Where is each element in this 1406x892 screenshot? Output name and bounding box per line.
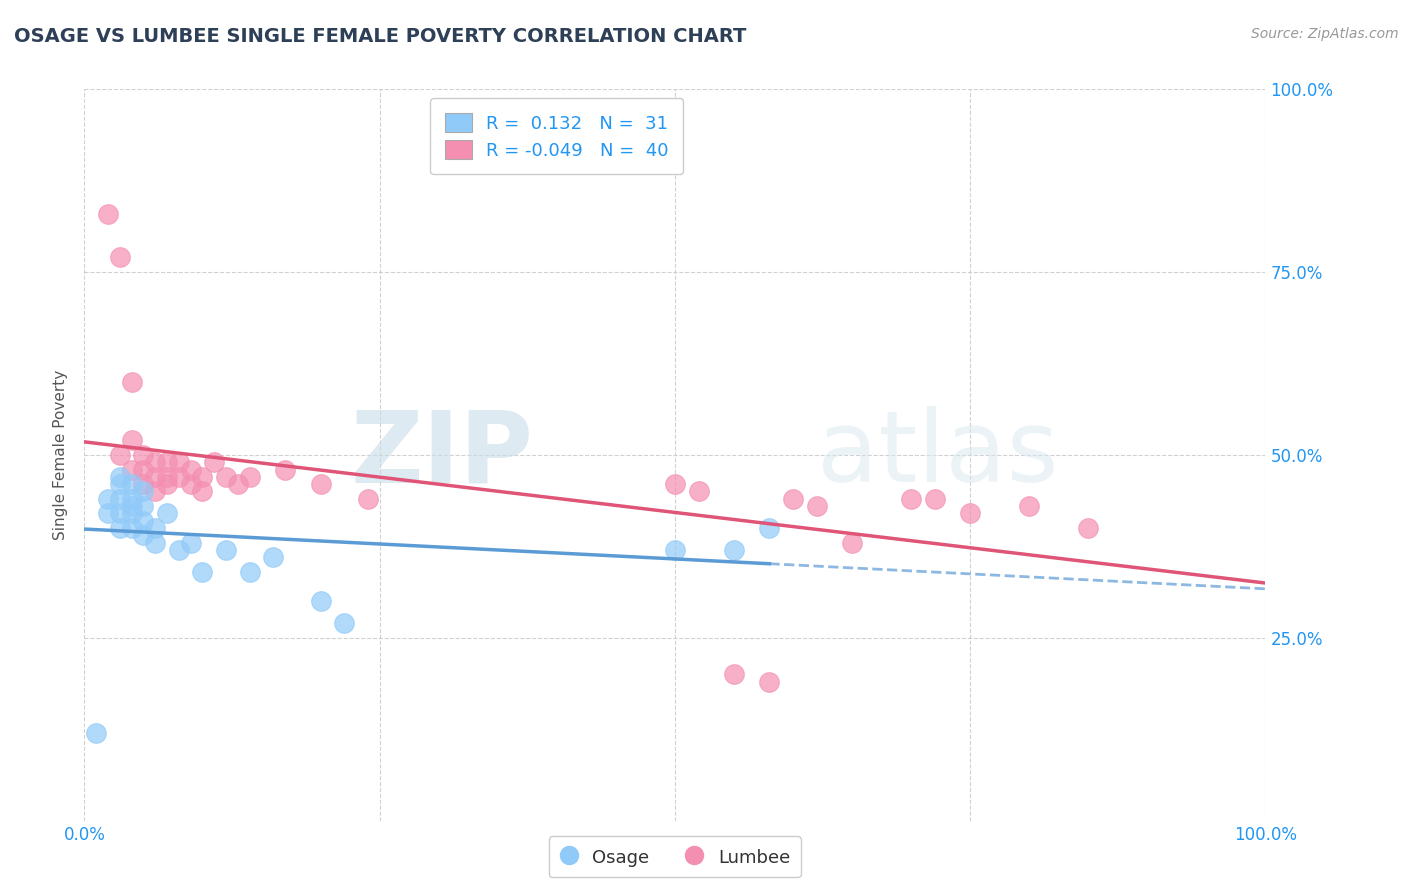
Legend: Osage, Lumbee: Osage, Lumbee	[548, 837, 801, 878]
Point	[132, 528, 155, 542]
Point	[97, 206, 120, 220]
Point	[132, 477, 155, 491]
Point	[167, 455, 190, 469]
Point	[108, 491, 131, 506]
Point	[782, 491, 804, 506]
Point	[143, 484, 166, 499]
Point	[226, 477, 249, 491]
Point	[108, 521, 131, 535]
Point	[121, 434, 143, 448]
Point	[156, 477, 179, 491]
Point	[924, 491, 946, 506]
Point	[121, 499, 143, 513]
Point	[121, 521, 143, 535]
Point	[84, 726, 107, 740]
Point	[132, 484, 155, 499]
Point	[664, 477, 686, 491]
Point	[202, 455, 225, 469]
Point	[121, 375, 143, 389]
Point	[309, 477, 332, 491]
Point	[239, 565, 262, 579]
Point	[180, 477, 202, 491]
Point	[180, 535, 202, 549]
Point	[191, 484, 214, 499]
Point	[143, 535, 166, 549]
Point	[156, 455, 179, 469]
Point	[108, 448, 131, 462]
Point	[132, 448, 155, 462]
Text: OSAGE VS LUMBEE SINGLE FEMALE POVERTY CORRELATION CHART: OSAGE VS LUMBEE SINGLE FEMALE POVERTY CO…	[14, 27, 747, 45]
Point	[215, 543, 238, 558]
Point	[758, 674, 780, 689]
Point	[806, 499, 828, 513]
Point	[841, 535, 863, 549]
Point	[959, 507, 981, 521]
Point	[156, 470, 179, 484]
Point	[143, 455, 166, 469]
Point	[262, 550, 284, 565]
Point	[239, 470, 262, 484]
Point	[132, 499, 155, 513]
Point	[688, 484, 710, 499]
Point	[121, 477, 143, 491]
Point	[156, 507, 179, 521]
Point	[758, 521, 780, 535]
Point	[121, 462, 143, 476]
Point	[167, 470, 190, 484]
Point	[664, 543, 686, 558]
Point	[132, 514, 155, 528]
Point	[1018, 499, 1040, 513]
Point	[723, 667, 745, 681]
Point	[309, 594, 332, 608]
Point	[108, 477, 131, 491]
Point	[132, 462, 155, 476]
Point	[143, 521, 166, 535]
Text: Source: ZipAtlas.com: Source: ZipAtlas.com	[1251, 27, 1399, 41]
Point	[180, 462, 202, 476]
Point	[108, 470, 131, 484]
Point	[191, 470, 214, 484]
Point	[1077, 521, 1099, 535]
Text: ZIP: ZIP	[350, 407, 533, 503]
Text: atlas: atlas	[817, 407, 1059, 503]
Point	[97, 507, 120, 521]
Point	[108, 251, 131, 265]
Point	[191, 565, 214, 579]
Point	[121, 491, 143, 506]
Point	[121, 507, 143, 521]
Point	[97, 491, 120, 506]
Point	[900, 491, 922, 506]
Point	[167, 543, 190, 558]
Point	[723, 543, 745, 558]
Point	[274, 462, 297, 476]
Point	[108, 507, 131, 521]
Point	[333, 616, 356, 631]
Y-axis label: Single Female Poverty: Single Female Poverty	[53, 370, 69, 540]
Point	[357, 491, 380, 506]
Point	[143, 470, 166, 484]
Point	[215, 470, 238, 484]
